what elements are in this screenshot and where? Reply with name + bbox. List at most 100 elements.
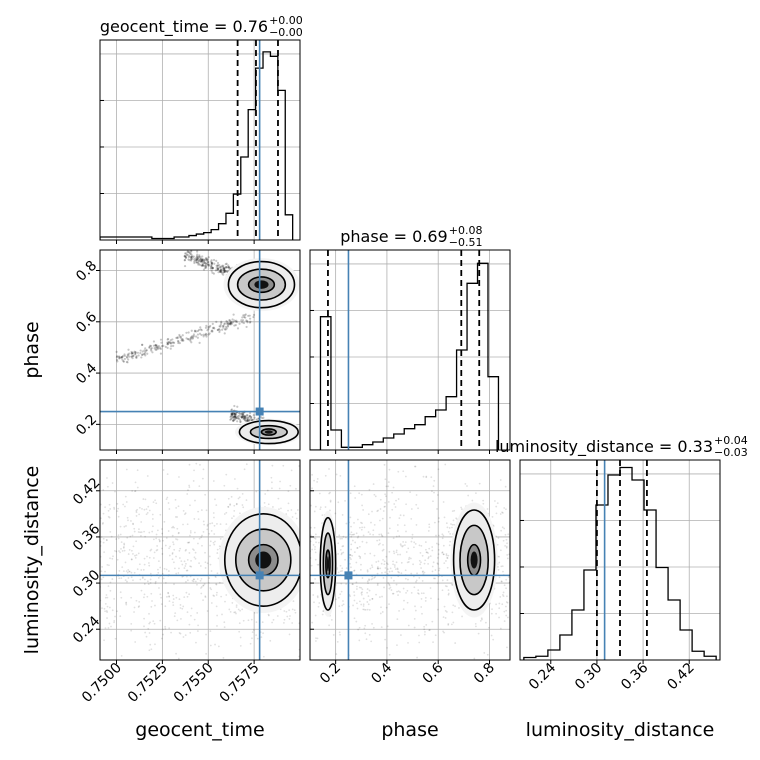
- scatter-point: [210, 530, 213, 532]
- scatter-point: [446, 585, 448, 588]
- scatter-point: [116, 558, 119, 561]
- scatter-point: [500, 529, 503, 532]
- scatter-point: [498, 555, 500, 558]
- scatter-point: [209, 260, 213, 263]
- scatter-point: [420, 592, 423, 595]
- scatter-point: [224, 270, 227, 273]
- x-axis-label-geocent_time: geocent_time: [135, 719, 264, 741]
- scatter-point: [145, 349, 148, 352]
- scatter-point: [353, 617, 356, 620]
- scatter-point: [430, 597, 432, 600]
- scatter-point: [496, 543, 499, 546]
- scatter-point: [288, 609, 291, 612]
- scatter-point: [506, 646, 508, 649]
- scatter-point: [499, 549, 502, 552]
- scatter-point: [179, 607, 182, 609]
- scatter-point: [126, 536, 129, 539]
- scatter-point: [118, 550, 120, 552]
- scatter-point: [223, 332, 226, 335]
- scatter-point: [156, 347, 159, 350]
- scatter-point: [197, 262, 200, 265]
- scatter-point: [212, 512, 215, 514]
- scatter-point: [358, 555, 361, 558]
- scatter-point: [423, 628, 426, 631]
- scatter-point: [138, 506, 141, 509]
- scatter-point: [195, 261, 198, 264]
- scatter-point: [103, 639, 105, 642]
- scatter-point: [423, 562, 426, 565]
- scatter-point: [341, 545, 344, 548]
- scatter-point: [382, 543, 384, 546]
- scatter-point: [125, 355, 129, 358]
- scatter-point: [103, 607, 106, 610]
- scatter-point: [159, 566, 162, 569]
- scatter-point: [160, 596, 163, 599]
- scatter-point: [141, 350, 144, 353]
- scatter-point: [396, 530, 399, 532]
- scatter-point: [288, 633, 291, 636]
- scatter-point: [126, 580, 128, 583]
- scatter-point: [384, 638, 387, 641]
- scatter-point: [101, 523, 104, 525]
- scatter-point: [361, 504, 364, 507]
- scatter-point: [234, 611, 237, 614]
- scatter-point: [486, 653, 489, 656]
- scatter-point: [267, 503, 270, 506]
- scatter-point: [167, 570, 170, 572]
- scatter-point: [142, 498, 145, 500]
- scatter-point: [172, 594, 175, 597]
- scatter-point: [159, 338, 163, 341]
- scatter-point: [236, 662, 238, 664]
- scatter-point: [155, 502, 158, 505]
- scatter-point: [205, 509, 208, 512]
- scatter-point: [243, 314, 246, 317]
- scatter-point: [342, 603, 345, 606]
- scatter-point: [234, 324, 237, 327]
- scatter-point: [497, 565, 499, 568]
- scatter-point: [183, 258, 187, 262]
- scatter-point: [127, 577, 130, 579]
- scatter-point: [197, 255, 200, 259]
- scatter-point: [134, 641, 137, 643]
- scatter-point: [211, 329, 214, 332]
- scatter-point: [383, 505, 386, 508]
- scatter-point: [200, 592, 203, 595]
- scatter-point: [335, 653, 338, 655]
- scatter-point: [130, 350, 133, 354]
- scatter-point: [123, 357, 127, 361]
- scatter-point: [130, 352, 133, 355]
- scatter-point: [161, 547, 163, 550]
- scatter-point: [243, 418, 246, 421]
- scatter-point: [187, 489, 189, 492]
- scatter-point: [149, 578, 152, 581]
- scatter-point: [213, 516, 215, 519]
- scatter-point: [220, 320, 223, 323]
- y-tick-label: 0.6: [73, 309, 100, 336]
- scatter-point: [245, 414, 249, 417]
- scatter-point: [201, 544, 203, 547]
- scatter-point: [351, 554, 354, 557]
- scatter-point: [119, 533, 122, 536]
- scatter-point: [204, 265, 207, 268]
- scatter-point: [222, 267, 225, 270]
- contour-line: [322, 532, 334, 596]
- scatter-point: [480, 617, 483, 620]
- scatter-point: [131, 357, 134, 360]
- scatter-point: [186, 337, 190, 341]
- scatter-point: [197, 259, 201, 262]
- scatter-point: [202, 584, 205, 587]
- scatter-point: [101, 607, 103, 609]
- y-axis-label-phase: phase: [21, 321, 43, 378]
- scatter-point: [200, 587, 202, 589]
- scatter-point: [223, 269, 226, 272]
- scatter-point: [295, 487, 297, 490]
- scatter-point: [146, 555, 148, 558]
- scatter-point: [364, 608, 367, 611]
- scatter-point: [222, 266, 225, 269]
- scatter-point: [383, 586, 385, 589]
- scatter-point: [413, 617, 416, 620]
- scatter-point: [498, 561, 501, 564]
- scatter-point: [154, 643, 156, 646]
- scatter-point: [204, 551, 206, 554]
- scatter-point: [189, 338, 192, 341]
